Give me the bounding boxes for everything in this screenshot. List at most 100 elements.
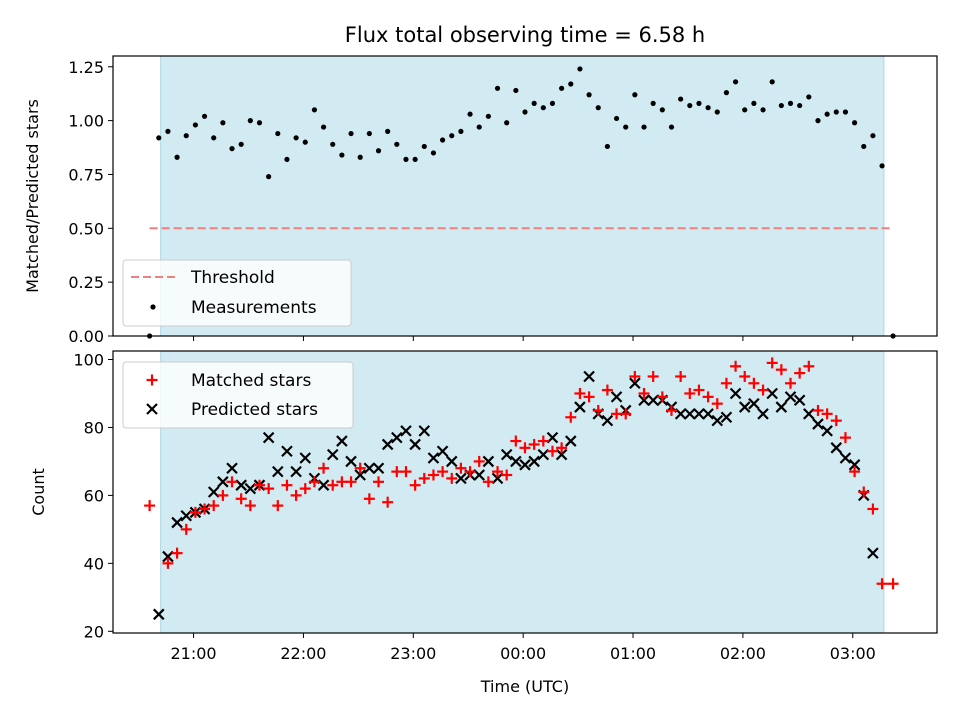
x-stroke	[436, 445, 449, 458]
predicted-star-point	[757, 408, 769, 420]
x-stroke	[564, 435, 577, 447]
measurement-point	[348, 130, 354, 137]
x-stroke	[775, 401, 788, 413]
predicted-star-point	[638, 394, 650, 407]
measurement-point	[302, 139, 308, 145]
measurement-point	[659, 107, 665, 113]
matched-star-point	[812, 404, 824, 416]
predicted-star-point	[738, 401, 751, 413]
x-stroke	[326, 448, 339, 461]
measurement-point	[769, 79, 775, 85]
matched-star-point	[354, 462, 366, 474]
measurements-legend-swatch	[150, 304, 156, 310]
matched-star-point	[867, 503, 879, 515]
predicted-star-point	[326, 448, 339, 461]
measurement-point	[284, 156, 290, 162]
matched-star-point	[437, 466, 449, 478]
measurement-points	[147, 66, 896, 339]
matched-star-point	[272, 500, 284, 512]
predicted-star-point	[684, 408, 696, 420]
matched-star-point	[226, 476, 238, 488]
x-stroke	[500, 448, 513, 461]
x-stroke	[684, 408, 696, 420]
predicted-star-point	[345, 455, 357, 468]
measurement-point	[504, 120, 510, 126]
x-stroke	[748, 397, 760, 410]
predicted-star-point	[207, 486, 220, 498]
predicted-star-point	[848, 459, 861, 471]
predicted-star-point	[610, 391, 623, 403]
matched-star-point	[546, 445, 558, 457]
matched-star-point	[757, 384, 769, 396]
x-stroke	[226, 462, 238, 474]
x-stroke	[830, 442, 843, 454]
x-stroke	[363, 462, 376, 474]
x-stroke	[235, 479, 247, 491]
measurement-point	[229, 146, 235, 152]
matched-star-point	[702, 391, 714, 403]
matched-star-point	[675, 370, 687, 382]
predicted-star-point	[711, 414, 724, 427]
measurement-point	[256, 120, 263, 126]
matched-star-point	[253, 479, 265, 491]
predicted-star-point	[674, 408, 687, 420]
x-stroke	[674, 408, 687, 420]
x-stroke	[455, 472, 467, 485]
measurement-point	[211, 135, 217, 141]
matched-star-point	[208, 500, 220, 512]
measurement-point	[375, 148, 382, 154]
matched-star-point	[519, 442, 531, 454]
predicted-star-point	[391, 431, 403, 444]
x-stroke	[244, 482, 257, 495]
measurement-point	[385, 128, 391, 134]
matched-stars-legend-swatch	[146, 374, 158, 386]
ratio-y-ticks: 0.00 0.25 0.50 0.75 1.00 1.25	[68, 58, 113, 346]
matched-star-point	[830, 415, 842, 427]
matched-star-point	[171, 547, 183, 559]
measurement-point	[201, 113, 208, 119]
predicted-star-point	[702, 408, 714, 420]
predicted-star-point	[583, 370, 595, 383]
measurement-point	[760, 107, 766, 113]
measurement-point	[440, 137, 446, 143]
measurement-point	[632, 92, 638, 98]
measurement-point	[476, 124, 482, 130]
matched-star-point	[821, 408, 833, 420]
measurement-point	[531, 100, 537, 106]
x-stroke	[262, 431, 275, 444]
x-stroke	[510, 455, 522, 468]
predicted-star-point	[244, 482, 257, 495]
measurement-point	[513, 87, 519, 94]
measurement-point	[549, 100, 556, 106]
x-stroke	[152, 608, 165, 621]
matched-star-point	[739, 370, 751, 382]
x-stroke	[491, 472, 504, 485]
x-stroke	[473, 469, 486, 481]
predicted-star-point	[821, 425, 833, 437]
matched-stars-points	[144, 357, 899, 590]
x-tick-label: 23:00	[390, 644, 436, 663]
predicted-star-point	[574, 401, 586, 413]
predicted-star-point	[839, 452, 852, 464]
measurement-point	[266, 174, 272, 180]
y-tick-label: 100	[73, 350, 104, 369]
matched-star-point	[464, 466, 476, 478]
x-stroke	[610, 391, 623, 403]
matched-star-point	[492, 466, 504, 478]
predicted-star-point	[455, 472, 467, 485]
matched-star-point	[501, 469, 513, 481]
predicted-star-point	[336, 435, 348, 447]
measurement-point	[403, 156, 409, 162]
measurement-point	[787, 100, 794, 106]
matched-star-point	[794, 367, 806, 379]
matched-star-point	[363, 493, 375, 505]
matched-star-point	[473, 455, 485, 467]
predicted-star-point	[354, 469, 366, 481]
predicted-star-point	[647, 394, 659, 407]
predicted-star-point	[775, 401, 788, 413]
matched-star-point	[766, 357, 778, 369]
measurement-point	[421, 143, 427, 150]
measurement-point	[366, 130, 372, 137]
ratio-x-ticks	[193, 336, 854, 341]
predicted-star-point	[445, 455, 458, 468]
